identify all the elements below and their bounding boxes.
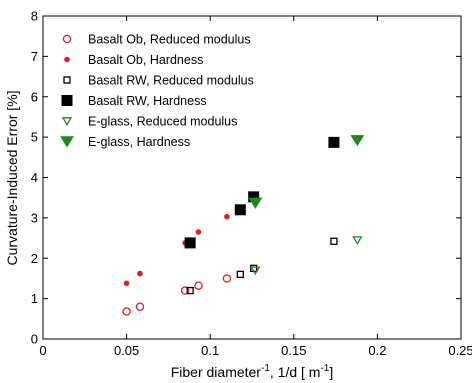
y-tick-label: 7	[31, 49, 38, 64]
x-axis-label: Fiber diameter-1, 1/d [ m-1]	[171, 363, 334, 380]
data-point-series-4	[352, 236, 363, 245]
data-point-series-5	[350, 135, 365, 147]
x-tick-label: 0.2	[368, 343, 386, 358]
data-point-series-1	[123, 280, 130, 287]
data-point-series-0	[122, 307, 131, 316]
legend-marker-4	[61, 117, 73, 126]
data-point-series-1	[224, 213, 230, 220]
y-tick-label: 8	[31, 9, 38, 24]
data-point-series-3	[248, 191, 260, 203]
legend-label-5: E-glass, Hardness	[88, 135, 190, 149]
legend-label-2: Basalt RW, Reduced modulus	[88, 74, 254, 88]
data-point-series-3	[184, 237, 196, 249]
legend: Basalt Ob, Reduced modulus Basalt Ob, Har…	[60, 33, 254, 149]
data-point-series-2	[330, 237, 338, 245]
data-point-series-1	[195, 229, 202, 235]
y-axis-ticks: 0 1 2 3 4 5 6 7 8	[31, 9, 461, 347]
legend-marker-2	[63, 76, 71, 84]
legend-label-1: Basalt Ob, Hardness	[88, 53, 203, 67]
data-points	[122, 135, 365, 316]
y-tick-label: 2	[31, 251, 38, 266]
y-tick-label: 6	[31, 89, 38, 104]
data-point-series-4	[250, 266, 261, 276]
x-axis-ticks: 0 0.05 0.1 0.15 0.2 0.25	[39, 16, 472, 358]
legend-marker-3	[61, 95, 73, 106]
x-tick-label: 0.1	[201, 343, 219, 358]
y-tick-label: 5	[31, 130, 38, 145]
data-point-series-5	[248, 197, 263, 209]
data-point-series-2	[186, 286, 194, 295]
legend-label-3: Basalt RW, Hardness	[88, 94, 207, 108]
y-axis-label: Curvature-Induced Error [%]	[4, 90, 20, 265]
legend-marker-0	[62, 34, 72, 44]
x-tick-label: 0	[39, 343, 46, 358]
y-tick-label: 1	[31, 291, 38, 306]
y-tick-label: 0	[31, 332, 38, 347]
legend-marker-5	[60, 136, 74, 148]
data-point-series-1	[137, 270, 143, 277]
data-point-series-3	[234, 204, 246, 216]
x-tick-label: 0.15	[281, 343, 306, 358]
x-tick-label: 0.05	[114, 343, 139, 358]
legend-label-0: Basalt Ob, Reduced modulus	[88, 33, 251, 47]
y-tick-label: 4	[31, 170, 38, 185]
legend-marker-1	[64, 56, 70, 63]
legend-label-4: E-glass, Reduced modulus	[88, 115, 237, 129]
data-point-series-3	[328, 136, 340, 148]
data-point-series-2	[236, 270, 244, 279]
data-point-series-0	[135, 302, 145, 311]
x-tick-label: 0.25	[448, 343, 472, 358]
y-tick-label: 3	[31, 210, 38, 225]
data-point-series-0	[194, 281, 203, 290]
data-point-series-0	[222, 274, 232, 283]
data-point-series-0	[180, 286, 190, 295]
